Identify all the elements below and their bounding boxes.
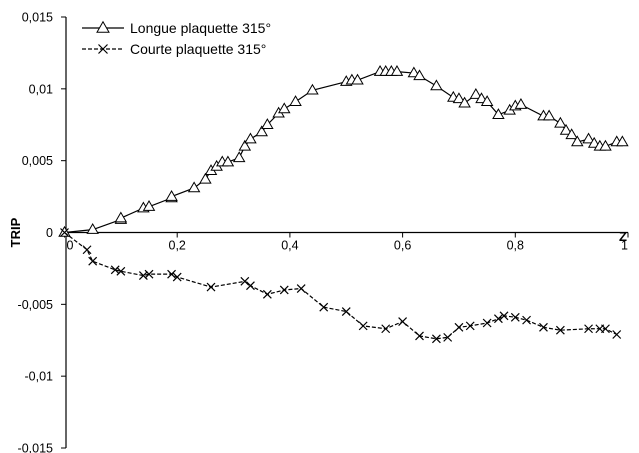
data-point-x (465, 321, 475, 331)
data-point-triangle (277, 102, 291, 114)
data-point-triangle (430, 79, 443, 91)
data-point-x (319, 302, 329, 312)
x-tick-label: 1 (621, 239, 628, 253)
data-point-triangle (554, 116, 567, 128)
series-2 (60, 228, 622, 344)
legend-marker-triangle (96, 20, 110, 33)
data-point-x (82, 245, 92, 255)
data-point-triangle (390, 65, 404, 76)
data-point-triangle (616, 135, 629, 147)
data-point-x (240, 276, 250, 286)
data-point-triangle (261, 118, 274, 130)
data-point-triangle (458, 96, 471, 108)
data-point-triangle (351, 73, 364, 85)
data-point-triangle (599, 139, 612, 151)
data-point-x (499, 311, 509, 321)
data-point-x (454, 322, 464, 332)
data-point-triangle (571, 135, 584, 147)
axes: 0,015 0,01 0,005 0 -0,005 -0,01 -0,015 0 0,2 0,4 0… (8, 11, 629, 453)
data-point-x (415, 331, 424, 341)
data-point-x (296, 284, 306, 293)
x-axis-title: Z (619, 229, 627, 244)
y-tick-label: -0,005 (18, 298, 53, 312)
data-point-x (358, 321, 368, 331)
data-point-triangle (306, 83, 319, 95)
x-tick-label: 0,4 (281, 239, 298, 253)
data-point-triangle (86, 223, 99, 234)
y-tick-label: -0,015 (18, 442, 53, 453)
data-point-x (522, 315, 531, 325)
x-tick-label: 0,8 (507, 239, 524, 253)
y-axis-title: TRIP (8, 217, 23, 247)
data-point-triangle (238, 139, 252, 151)
data-point-triangle (469, 87, 483, 99)
data-point-triangle (232, 151, 246, 163)
data-point-triangle (565, 128, 578, 140)
data-point-x (167, 269, 176, 279)
data-point-triangle (114, 211, 128, 223)
data-point-triangle (289, 95, 302, 107)
data-point-x (172, 272, 182, 282)
data-point-x (398, 317, 408, 326)
series-1 (58, 65, 629, 237)
data-point-x (279, 285, 289, 295)
data-point-x (144, 269, 154, 279)
legend-label: Longue plaquette 315° (130, 20, 271, 36)
data-point-x (110, 265, 120, 275)
legend-marker-x (98, 44, 108, 54)
legend: Longue plaquette 315° Courte plaquette 31… (82, 20, 271, 57)
data-point-x (584, 324, 593, 334)
data-point-triangle (165, 190, 178, 201)
data-point-x (381, 324, 391, 334)
data-point-x (138, 271, 148, 281)
data-point-x (206, 282, 216, 292)
data-point-triangle (221, 155, 235, 167)
plot-area (58, 65, 629, 344)
data-point-triangle (142, 200, 156, 211)
data-point-x (482, 318, 492, 328)
data-point-triangle (559, 123, 573, 135)
data-point-triangle (413, 69, 426, 81)
data-point-x (88, 256, 98, 266)
data-point-triangle (452, 92, 466, 104)
x-tick-label: 0 (67, 239, 74, 253)
data-point-triangle (187, 181, 201, 193)
data-point-x (539, 322, 548, 332)
data-point-x (116, 266, 126, 276)
data-point-x (246, 281, 255, 291)
data-point-triangle (542, 109, 556, 121)
y-tick-label: 0 (46, 226, 53, 240)
y-tick-label: 0,015 (22, 11, 53, 25)
legend-label: Courte plaquette 315° (130, 41, 266, 57)
data-point-triangle (582, 132, 595, 144)
data-point-x (493, 314, 503, 324)
data-point-triangle (199, 172, 212, 184)
data-point-triangle (514, 98, 528, 109)
data-point-x (510, 312, 520, 322)
data-point-x (612, 330, 622, 339)
legend-item-2: Courte plaquette 315° (82, 41, 266, 57)
data-point-triangle (244, 132, 257, 144)
x-tick-label: 0,6 (394, 239, 411, 253)
y-tick-label: 0,01 (29, 82, 53, 96)
data-point-x (341, 307, 351, 316)
data-point-x (60, 228, 69, 237)
y-tick-label: -0,01 (25, 370, 54, 384)
data-point-x (601, 324, 610, 334)
data-point-triangle (255, 125, 268, 137)
data-point-x (262, 289, 272, 299)
y-tick-label: 0,005 (22, 154, 53, 168)
data-point-x (555, 325, 565, 335)
x-tick-label: 0,2 (169, 239, 186, 253)
data-point-triangle (480, 95, 494, 107)
data-point-triangle (492, 108, 505, 119)
data-point-x (443, 332, 453, 342)
data-point-x (431, 334, 441, 344)
legend-item-1: Longue plaquette 315° (82, 20, 271, 36)
